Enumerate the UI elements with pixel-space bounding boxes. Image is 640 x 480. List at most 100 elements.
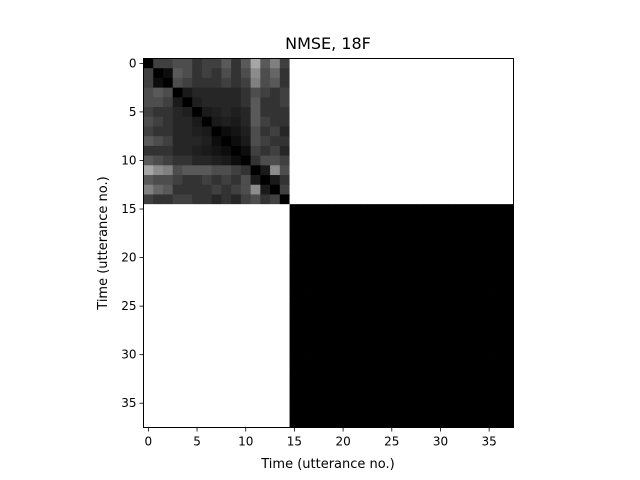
heatmap-cell xyxy=(250,349,261,360)
heatmap-cell xyxy=(416,398,427,409)
heatmap-cell xyxy=(464,262,475,273)
heatmap-cell xyxy=(494,107,505,118)
heatmap-cell xyxy=(182,77,193,89)
heatmap-cell xyxy=(347,213,359,224)
heatmap-cell xyxy=(231,58,242,69)
heatmap-cell xyxy=(367,97,378,108)
heatmap-cell xyxy=(143,330,154,341)
heatmap-cell xyxy=(367,388,378,399)
heatmap-cell xyxy=(435,223,446,234)
heatmap-cell xyxy=(347,301,359,312)
x-tick-label: 0 xyxy=(145,435,153,449)
heatmap-cell xyxy=(396,378,407,390)
heatmap-cell xyxy=(289,204,300,215)
heatmap-cell xyxy=(503,107,514,118)
heatmap-cell xyxy=(474,194,485,205)
heatmap-cell xyxy=(289,136,300,147)
heatmap-cell xyxy=(503,388,514,399)
heatmap-cell xyxy=(338,87,349,98)
heatmap-cell xyxy=(201,349,213,360)
heatmap-cell xyxy=(231,378,242,390)
heatmap-cell xyxy=(503,213,514,224)
heatmap-cell xyxy=(318,194,329,205)
heatmap-cell xyxy=(416,107,427,118)
heatmap-cell xyxy=(503,408,514,419)
heatmap-cell xyxy=(357,417,368,428)
heatmap-cell xyxy=(318,378,329,390)
heatmap-cell xyxy=(435,87,446,98)
heatmap-cell xyxy=(162,136,174,147)
heatmap-cell xyxy=(153,97,164,108)
heatmap-cell xyxy=(192,145,203,156)
heatmap-cell xyxy=(289,58,300,69)
heatmap-cell xyxy=(279,408,290,419)
heatmap-cell xyxy=(250,388,261,399)
heatmap-cell xyxy=(396,262,407,273)
heatmap-cell xyxy=(279,184,290,195)
heatmap-cell xyxy=(192,388,203,399)
heatmap-cell xyxy=(416,68,427,79)
heatmap-cell xyxy=(484,184,495,195)
heatmap-cell xyxy=(182,165,193,176)
heatmap-cell xyxy=(309,262,320,273)
heatmap-cell xyxy=(299,252,310,263)
heatmap-cell xyxy=(425,145,437,156)
heatmap-cell xyxy=(367,301,378,312)
heatmap-cell xyxy=(386,320,398,331)
heatmap-cell xyxy=(153,184,164,195)
heatmap-cell xyxy=(162,145,174,156)
heatmap-cell xyxy=(153,349,164,360)
heatmap-cell xyxy=(231,349,242,360)
heatmap-cell xyxy=(318,252,329,263)
heatmap-cell xyxy=(464,116,475,127)
heatmap-cell xyxy=(386,310,398,322)
heatmap-cell xyxy=(455,252,466,263)
heatmap-cell xyxy=(435,262,446,273)
heatmap-cell xyxy=(211,359,222,370)
heatmap-cell xyxy=(406,233,417,244)
heatmap-cell xyxy=(494,310,505,322)
heatmap-cell xyxy=(182,194,193,205)
heatmap-cell xyxy=(231,262,242,273)
heatmap-cell xyxy=(318,233,329,244)
heatmap-cell xyxy=(484,58,495,69)
heatmap-cell xyxy=(503,330,514,341)
heatmap-cell xyxy=(455,184,466,195)
heatmap-cell xyxy=(270,77,281,89)
x-tick-label: 5 xyxy=(193,435,201,449)
heatmap-cell xyxy=(211,320,222,331)
heatmap-cell xyxy=(289,320,300,331)
heatmap-cell xyxy=(250,398,261,409)
heatmap-cell xyxy=(289,398,300,409)
heatmap-cell xyxy=(503,87,514,98)
heatmap-cell xyxy=(503,272,514,283)
heatmap-cell xyxy=(153,175,164,186)
heatmap-cell xyxy=(435,243,446,254)
heatmap-cell xyxy=(289,165,300,176)
heatmap-cell xyxy=(279,155,290,166)
heatmap-cell xyxy=(435,126,446,137)
heatmap-cell xyxy=(406,126,417,137)
heatmap-cell xyxy=(425,194,437,205)
heatmap-cell xyxy=(445,340,456,351)
heatmap-cell xyxy=(338,155,349,166)
heatmap-cell xyxy=(464,291,475,302)
heatmap-cell xyxy=(328,155,339,166)
heatmap-cell xyxy=(386,136,398,147)
heatmap-cell xyxy=(328,388,339,399)
heatmap-cell xyxy=(309,165,320,176)
heatmap-cell xyxy=(474,213,485,224)
heatmap-cell xyxy=(503,301,514,312)
heatmap-cell xyxy=(338,233,349,244)
heatmap-cell xyxy=(425,330,437,341)
heatmap-cell xyxy=(445,116,456,127)
heatmap-cell xyxy=(270,252,281,263)
heatmap-cell xyxy=(357,388,368,399)
heatmap-cell xyxy=(445,417,456,428)
heatmap-cell xyxy=(182,272,193,283)
heatmap-cell xyxy=(250,340,261,351)
heatmap-cell xyxy=(201,262,213,273)
heatmap-cell xyxy=(221,184,232,195)
heatmap-cell xyxy=(260,252,271,263)
heatmap-cell xyxy=(435,175,446,186)
